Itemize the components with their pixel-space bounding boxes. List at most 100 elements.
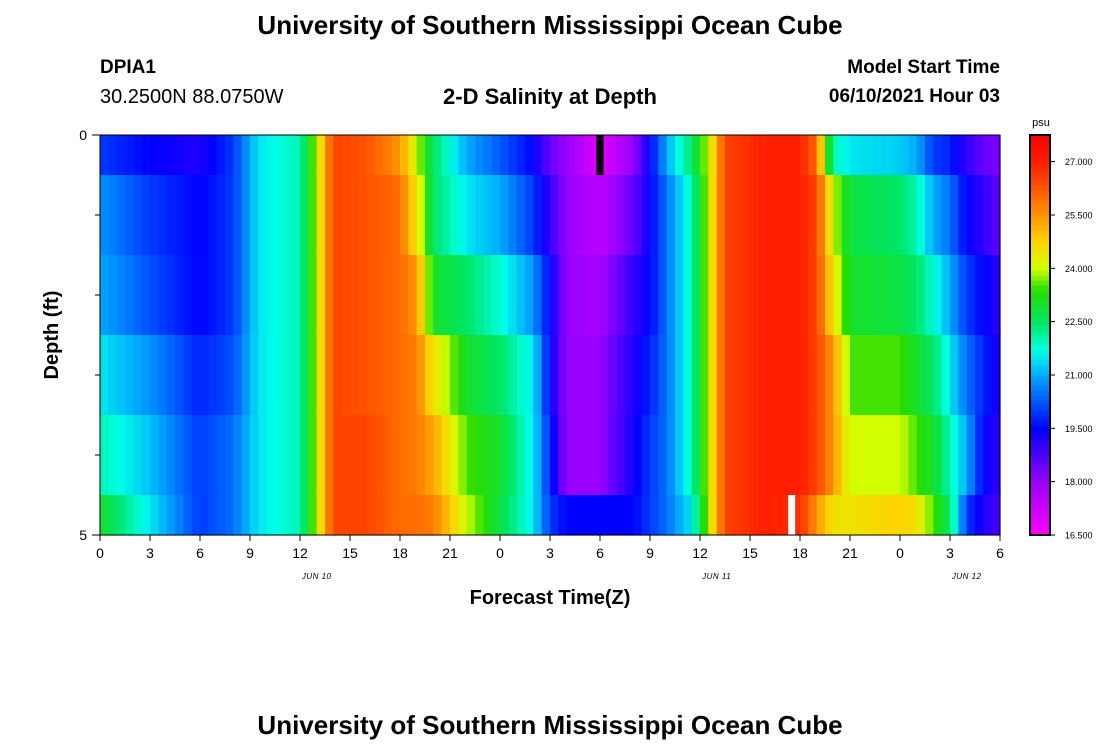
heatmap-cell xyxy=(575,335,584,416)
heatmap-cell xyxy=(216,415,226,496)
heatmap-cell xyxy=(300,495,309,536)
heatmap-cell xyxy=(275,135,284,176)
heatmap-cell xyxy=(416,255,426,336)
colorbar-swatch xyxy=(1030,410,1050,416)
heatmap-cell xyxy=(583,255,593,336)
heatmap-cell xyxy=(891,415,901,496)
heatmap-cell xyxy=(466,135,476,176)
heatmap-cell xyxy=(933,255,943,336)
heatmap-cell xyxy=(275,255,284,336)
heatmap-cell xyxy=(825,175,834,256)
heatmap-cell xyxy=(975,255,984,336)
heatmap-cell xyxy=(816,255,826,336)
heatmap-cell xyxy=(858,175,868,256)
heatmap-cell xyxy=(116,175,126,256)
heatmap-cell xyxy=(883,495,893,536)
colorbar-swatch xyxy=(1030,160,1050,166)
heatmap-cell xyxy=(608,415,618,496)
colorbar-swatch xyxy=(1030,260,1050,266)
colorbar-swatch xyxy=(1030,405,1050,411)
heatmap-cell xyxy=(641,415,651,496)
heatmap-cell xyxy=(633,415,643,496)
heatmap-cell xyxy=(258,135,268,176)
heatmap-cell xyxy=(283,495,293,536)
x-axis: 0 3 6 9 12 15 18 21 0 3 6 9 12 15 18 21 0 3 6 JUN 10 JUN 11 J… xyxy=(96,535,1004,581)
heatmap-cell xyxy=(650,135,659,176)
heatmap-cell xyxy=(125,175,134,256)
heatmap-cell xyxy=(150,335,159,416)
heatmap-cell xyxy=(683,255,693,336)
heatmap-cell xyxy=(966,335,976,416)
heatmap-cell xyxy=(325,495,334,536)
heatmap-cell xyxy=(108,495,118,536)
heatmap-cell xyxy=(766,415,776,496)
heatmap-cell xyxy=(383,135,393,176)
heatmap-cell xyxy=(158,495,168,536)
heatmap-cell xyxy=(908,135,918,176)
x-tick-label: 9 xyxy=(646,545,654,561)
heatmap-cell xyxy=(750,495,759,536)
heatmap-cell xyxy=(750,335,759,416)
heatmap-cell xyxy=(516,255,526,336)
heatmap-cell xyxy=(850,175,859,256)
heatmap-cell xyxy=(466,175,476,256)
heatmap-cell xyxy=(900,255,909,336)
colorbar-swatch xyxy=(1030,280,1050,286)
heatmap-cell xyxy=(941,135,951,176)
heatmap-cell xyxy=(658,335,668,416)
heatmap-cell xyxy=(658,255,668,336)
heatmap-cell xyxy=(366,175,376,256)
heatmap-cell xyxy=(858,495,868,536)
heatmap-cell xyxy=(258,255,268,336)
heatmap-cell xyxy=(150,495,159,536)
heatmap-cell xyxy=(850,415,859,496)
heatmap-cell xyxy=(258,335,268,416)
heatmap-cell xyxy=(350,415,359,496)
heatmap-cell xyxy=(241,135,251,176)
day-label: JUN 12 xyxy=(951,572,982,581)
heatmap-cell xyxy=(691,175,701,256)
heatmap-cell xyxy=(266,415,276,496)
heatmap-cell xyxy=(783,175,793,256)
heatmap-cell xyxy=(541,495,551,536)
heatmap-cell xyxy=(291,135,301,176)
heatmap-cell xyxy=(758,175,768,256)
heatmap-cell xyxy=(100,255,109,336)
heatmap-cell xyxy=(633,255,643,336)
x-axis-label: Forecast Time(Z) xyxy=(470,587,631,609)
heatmap-cell xyxy=(408,175,418,256)
heatmap-cell xyxy=(958,175,968,256)
heatmap-cell xyxy=(108,415,118,496)
y-axis: 05 xyxy=(79,127,100,543)
heatmap-cell xyxy=(433,495,443,536)
heatmap-cell xyxy=(683,335,693,416)
heatmap-cell xyxy=(233,135,243,176)
heatmap-cell xyxy=(400,335,409,416)
heatmap-cell xyxy=(308,415,318,496)
heatmap-cell xyxy=(300,335,309,416)
heatmap-cell xyxy=(558,175,568,256)
station-coordinates: 30.2500N 88.0750W xyxy=(100,86,284,108)
heatmap-cell xyxy=(216,335,226,416)
heatmap-cell xyxy=(500,255,509,336)
heatmap-cell xyxy=(516,415,526,496)
colorbar-tick-label: 16.500 xyxy=(1065,531,1093,541)
heatmap-cell xyxy=(483,335,493,416)
heatmap-cell xyxy=(133,495,143,536)
heatmap-cell xyxy=(583,175,593,256)
heatmap-cell xyxy=(816,175,826,256)
heatmap-cell xyxy=(983,335,993,416)
colorbar-swatch xyxy=(1030,295,1050,301)
footer-title: University of Southern Mississippi Ocean… xyxy=(257,710,843,740)
colorbar-swatch xyxy=(1030,520,1050,526)
heatmap-cell xyxy=(108,255,118,336)
heatmap-cell xyxy=(908,255,918,336)
heatmap-cell xyxy=(641,335,651,416)
colorbar-swatch xyxy=(1030,320,1050,326)
heatmap-cell xyxy=(550,335,559,416)
x-tick-label: 21 xyxy=(442,545,458,561)
heatmap-cell xyxy=(850,255,859,336)
heatmap-cell xyxy=(900,415,909,496)
heatmap-cell xyxy=(816,415,826,496)
heatmap-cell xyxy=(608,335,618,416)
